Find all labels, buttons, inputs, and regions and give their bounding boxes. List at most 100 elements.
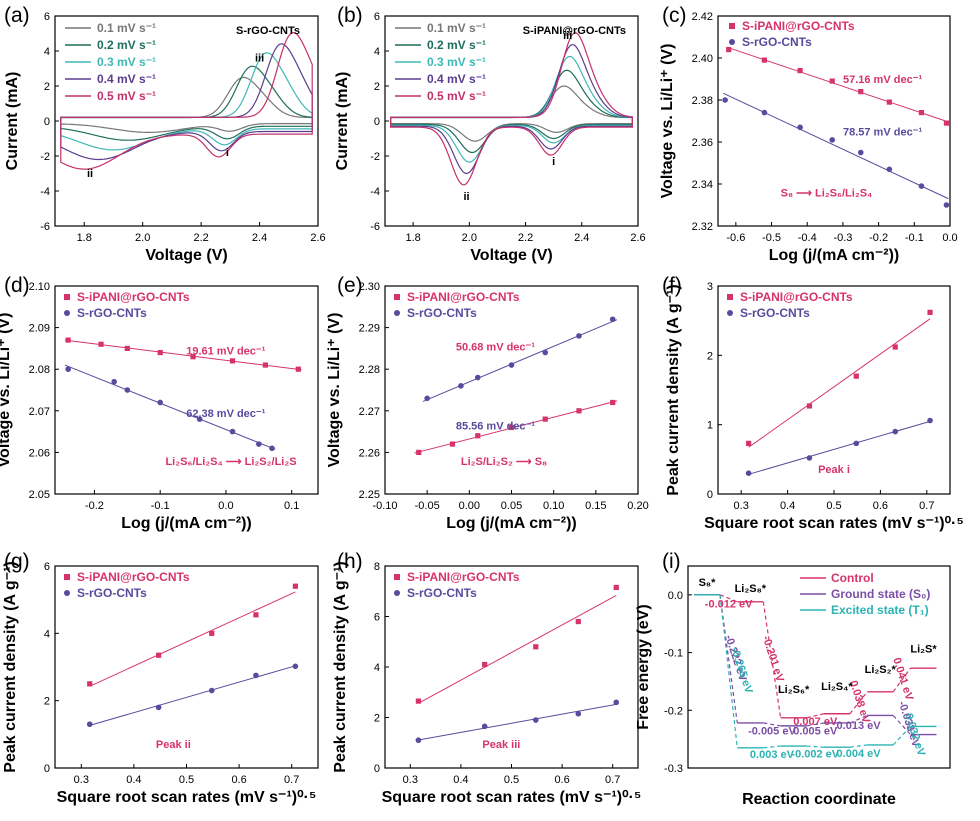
data-point-circle bbox=[111, 378, 117, 385]
data-point-square bbox=[415, 698, 421, 704]
y-axis-label: Current (mA) bbox=[334, 72, 351, 171]
energy-transition bbox=[849, 744, 868, 748]
data-point-circle bbox=[806, 455, 813, 461]
y-tick-label: 2.32 bbox=[692, 221, 713, 233]
panel-label: (c) bbox=[662, 4, 687, 27]
species-label: Li₂S₄* bbox=[821, 681, 853, 693]
legend-marker bbox=[727, 294, 733, 300]
slope-label: 50.68 mV dec⁻¹ bbox=[456, 341, 536, 353]
data-point-circle bbox=[269, 445, 275, 452]
y-tick-label: 0 bbox=[44, 763, 50, 775]
species-label: S₈* bbox=[699, 577, 716, 589]
energy-transition bbox=[806, 713, 825, 719]
data-point-square bbox=[886, 99, 892, 105]
step-energy-label: 0.005 eV bbox=[793, 725, 838, 737]
legend-entry: 0.1 mV s⁻¹ bbox=[97, 21, 156, 35]
y-tick-label: -0.1 bbox=[664, 648, 683, 660]
data-point-square bbox=[918, 110, 925, 116]
x-tick-label: -0.4 bbox=[798, 232, 817, 244]
panel-label: (a) bbox=[4, 4, 30, 27]
x-axis-label: Log (j/(mA cm⁻²)) bbox=[769, 247, 900, 264]
y-tick-label: 2 bbox=[44, 81, 50, 93]
y-tick-label: 0 bbox=[374, 116, 380, 128]
legend-entry: Ground state (S₀) bbox=[831, 587, 930, 601]
panel-f: (f) Square root scan rates (mV s⁻¹)⁰·⁵ Pea… bbox=[662, 274, 964, 532]
step-energy-label: -0.012 eV bbox=[705, 598, 753, 610]
x-axis-label: Log (j/(mA cm⁻²)) bbox=[121, 515, 252, 532]
y-tick-label: -0.2 bbox=[664, 705, 683, 717]
energy-transition bbox=[849, 691, 868, 715]
x-axis-label: Voltage (V) bbox=[145, 247, 227, 264]
y-tick-label: 2.28 bbox=[359, 364, 380, 376]
step-energy-label: 0.004 eV bbox=[837, 748, 882, 760]
panel-label: (f) bbox=[662, 274, 682, 297]
y-tick-label: -6 bbox=[40, 221, 50, 233]
data-point-square bbox=[576, 408, 582, 414]
step-energy-label: -0.005 eV bbox=[748, 725, 796, 737]
fit-line bbox=[89, 591, 296, 687]
data-point-square bbox=[157, 349, 163, 356]
data-point-circle bbox=[424, 395, 430, 402]
y-axis-label: Peak current density (A g⁻¹) bbox=[665, 284, 682, 495]
legend-entry: S-iPANI@rGO-CNTs bbox=[742, 19, 855, 33]
legend-entry: Control bbox=[831, 571, 874, 585]
panel-annotation: Peak iii bbox=[482, 739, 520, 751]
y-tick-label: -2 bbox=[370, 151, 380, 163]
data-point-circle bbox=[196, 416, 203, 422]
y-tick-label: -4 bbox=[40, 186, 50, 198]
data-point-circle bbox=[65, 366, 71, 373]
data-point-square bbox=[927, 309, 933, 315]
data-point-square bbox=[806, 403, 813, 409]
legend-marker bbox=[64, 310, 70, 316]
legend-entry: 0.3 mV s⁻¹ bbox=[97, 55, 156, 69]
legend-entry: S-rGO-CNTs bbox=[740, 306, 810, 320]
x-tick-label: 0.5 bbox=[179, 774, 194, 786]
x-tick-label: -0.5 bbox=[762, 232, 781, 244]
legend-entry: 0.4 mV s⁻¹ bbox=[427, 72, 486, 86]
y-axis-label: Voltage vs. Li/Li⁺ (V) bbox=[0, 313, 13, 468]
x-tick-label: 2.4 bbox=[574, 232, 589, 244]
data-point-circle bbox=[745, 470, 752, 477]
energy-transition bbox=[892, 667, 912, 693]
y-axis-label: Free energy (eV) bbox=[635, 604, 652, 729]
x-tick-label: -0.6 bbox=[726, 232, 745, 244]
step-energy-label: 0.007 eV bbox=[793, 716, 838, 728]
data-point-square bbox=[726, 47, 732, 53]
data-point-square bbox=[190, 354, 196, 360]
panel-g: (g) Square root scan rates (mV s⁻¹)⁰·⁵ Pea… bbox=[2, 550, 319, 806]
y-tick-label: 4 bbox=[374, 662, 380, 674]
y-axis-label: Voltage vs. Li/Li⁺ (V) bbox=[326, 313, 343, 468]
energy-transition bbox=[719, 594, 738, 603]
legend-entry: S-iPANI@rGO-CNTs bbox=[740, 290, 853, 304]
data-point-square bbox=[209, 630, 215, 636]
species-label: Li₂S₈* bbox=[735, 583, 767, 595]
y-tick-label: 2.38 bbox=[692, 95, 713, 107]
data-point-square bbox=[542, 416, 548, 422]
peak-annotation: i bbox=[226, 147, 229, 159]
x-tick-label: 0.7 bbox=[919, 500, 934, 512]
data-point-square bbox=[449, 441, 456, 447]
x-axis-label: Voltage (V) bbox=[470, 247, 552, 264]
plot-frame bbox=[687, 565, 951, 769]
data-point-square bbox=[482, 661, 488, 668]
legend-entry: 0.5 mV s⁻¹ bbox=[97, 89, 156, 103]
data-point-circle bbox=[943, 202, 950, 208]
x-tick-label: 0.05 bbox=[501, 500, 522, 512]
y-tick-label: 2 bbox=[374, 713, 380, 725]
panel-label: (d) bbox=[4, 274, 30, 297]
panel-label: (i) bbox=[662, 550, 681, 573]
legend-marker bbox=[729, 39, 735, 45]
energy-transition bbox=[892, 726, 911, 746]
x-tick-label: 0.20 bbox=[627, 500, 648, 512]
y-tick-label: 2.42 bbox=[692, 11, 713, 23]
legend-entry: S-rGO-CNTs bbox=[77, 306, 147, 320]
plot-frame bbox=[384, 15, 639, 227]
legend-entry: S-iPANI@rGO-CNTs bbox=[77, 290, 190, 304]
y-tick-label: 2 bbox=[374, 81, 380, 93]
data-point-square bbox=[797, 68, 803, 74]
x-tick-label: 0.0 bbox=[218, 500, 233, 512]
peak-annotation: iii bbox=[255, 53, 264, 65]
data-point-circle bbox=[253, 672, 259, 679]
species-label: Li₂S₆* bbox=[778, 684, 810, 696]
legend-marker bbox=[64, 574, 70, 580]
